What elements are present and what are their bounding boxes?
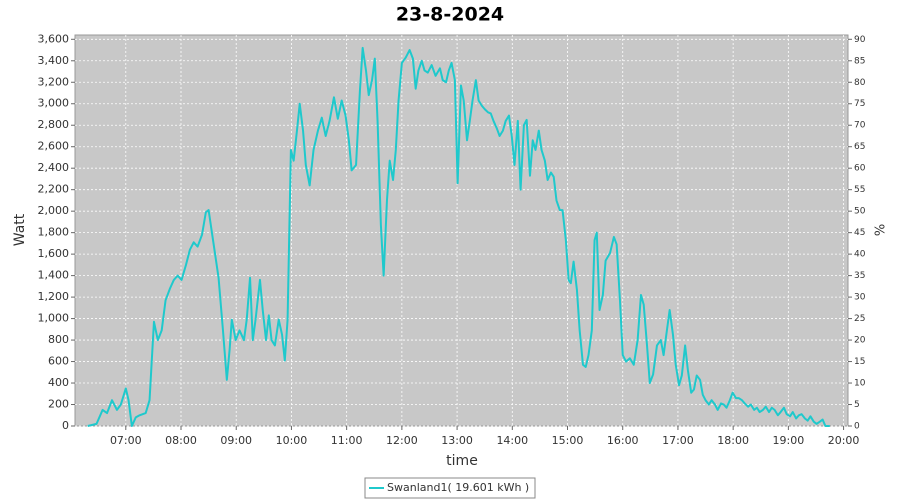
- y-tick-label: 3,000: [38, 97, 70, 110]
- x-tick-label: 20:00: [828, 434, 860, 447]
- y-tick-label: 1,200: [38, 290, 70, 303]
- y2-tick-label: 65: [854, 142, 865, 152]
- y2-tick-label: 45: [854, 228, 865, 238]
- y2-tick-label: 25: [854, 314, 865, 324]
- legend-box: [364, 477, 536, 499]
- data-line: [87, 46, 830, 427]
- x-tick-label: 09:00: [220, 434, 252, 447]
- y-tick-label: 1,400: [38, 269, 70, 282]
- y2-tick-label: 70: [854, 121, 866, 131]
- y-tick-label: 0: [62, 419, 69, 432]
- y2-tick-label: 90: [854, 35, 866, 45]
- plot-area: [74, 34, 849, 427]
- y2-tick-label: 0: [854, 422, 860, 432]
- x-tick-label: 14:00: [496, 434, 528, 447]
- x-tick-label: 16:00: [607, 434, 639, 447]
- legend-label: Swanland1( 19.601 kWh ): [387, 481, 529, 494]
- y-tick-label: 3,400: [38, 54, 70, 67]
- y-tick-label: 1,800: [38, 226, 70, 239]
- y-tick-label: 2,600: [38, 140, 70, 153]
- y-tick-label: 1,000: [38, 312, 70, 325]
- y2-tick-label: 50: [854, 207, 866, 217]
- y2-tick-label: 60: [854, 164, 866, 174]
- y-tick-label: 600: [48, 355, 69, 368]
- y2-tick-label: 35: [854, 271, 865, 281]
- y2-axis-label: %: [874, 224, 889, 236]
- x-axis-label: time: [446, 453, 478, 469]
- y2-tick-label: 75: [854, 99, 865, 109]
- x-tick-label: 10:00: [276, 434, 308, 447]
- y2-tick-label: 40: [854, 250, 866, 260]
- x-tick-label: 08:00: [165, 434, 197, 447]
- y2-tick-label: 5: [854, 400, 860, 410]
- legend: Swanland1( 19.601 kWh ): [364, 477, 536, 499]
- x-tick-label: 17:00: [662, 434, 694, 447]
- x-tick-label: 07:00: [110, 434, 142, 447]
- x-tick-label: 11:00: [331, 434, 363, 447]
- y-tick-label: 2,400: [38, 161, 70, 174]
- y-tick-label: 400: [48, 376, 69, 389]
- y-tick-label: 3,200: [38, 75, 70, 88]
- chart-title: 23-8-2024: [396, 4, 504, 26]
- y2-tick-label: 85: [854, 56, 865, 66]
- y-tick-label: 2,800: [38, 118, 70, 131]
- y-tick-label: 2,000: [38, 204, 70, 217]
- y-tick-label: 800: [48, 333, 69, 346]
- y2-tick-label: 55: [854, 185, 865, 195]
- y-tick-label: 200: [48, 398, 69, 411]
- x-tick-label: 13:00: [441, 434, 473, 447]
- y-axis-label: Watt: [12, 213, 28, 246]
- y2-tick-label: 15: [854, 357, 865, 367]
- x-tick-label: 15:00: [552, 434, 584, 447]
- y2-tick-label: 30: [854, 293, 866, 303]
- y-tick-label: 1,600: [38, 247, 70, 260]
- x-tick-label: 12:00: [386, 434, 418, 447]
- x-tick-label: 19:00: [773, 434, 805, 447]
- y-tick-label: 3,600: [38, 32, 70, 45]
- y2-tick-label: 20: [854, 336, 866, 346]
- x-tick-label: 18:00: [717, 434, 749, 447]
- y2-tick-label: 80: [854, 78, 866, 88]
- y-tick-label: 2,200: [38, 183, 70, 196]
- y2-tick-label: 10: [854, 379, 866, 389]
